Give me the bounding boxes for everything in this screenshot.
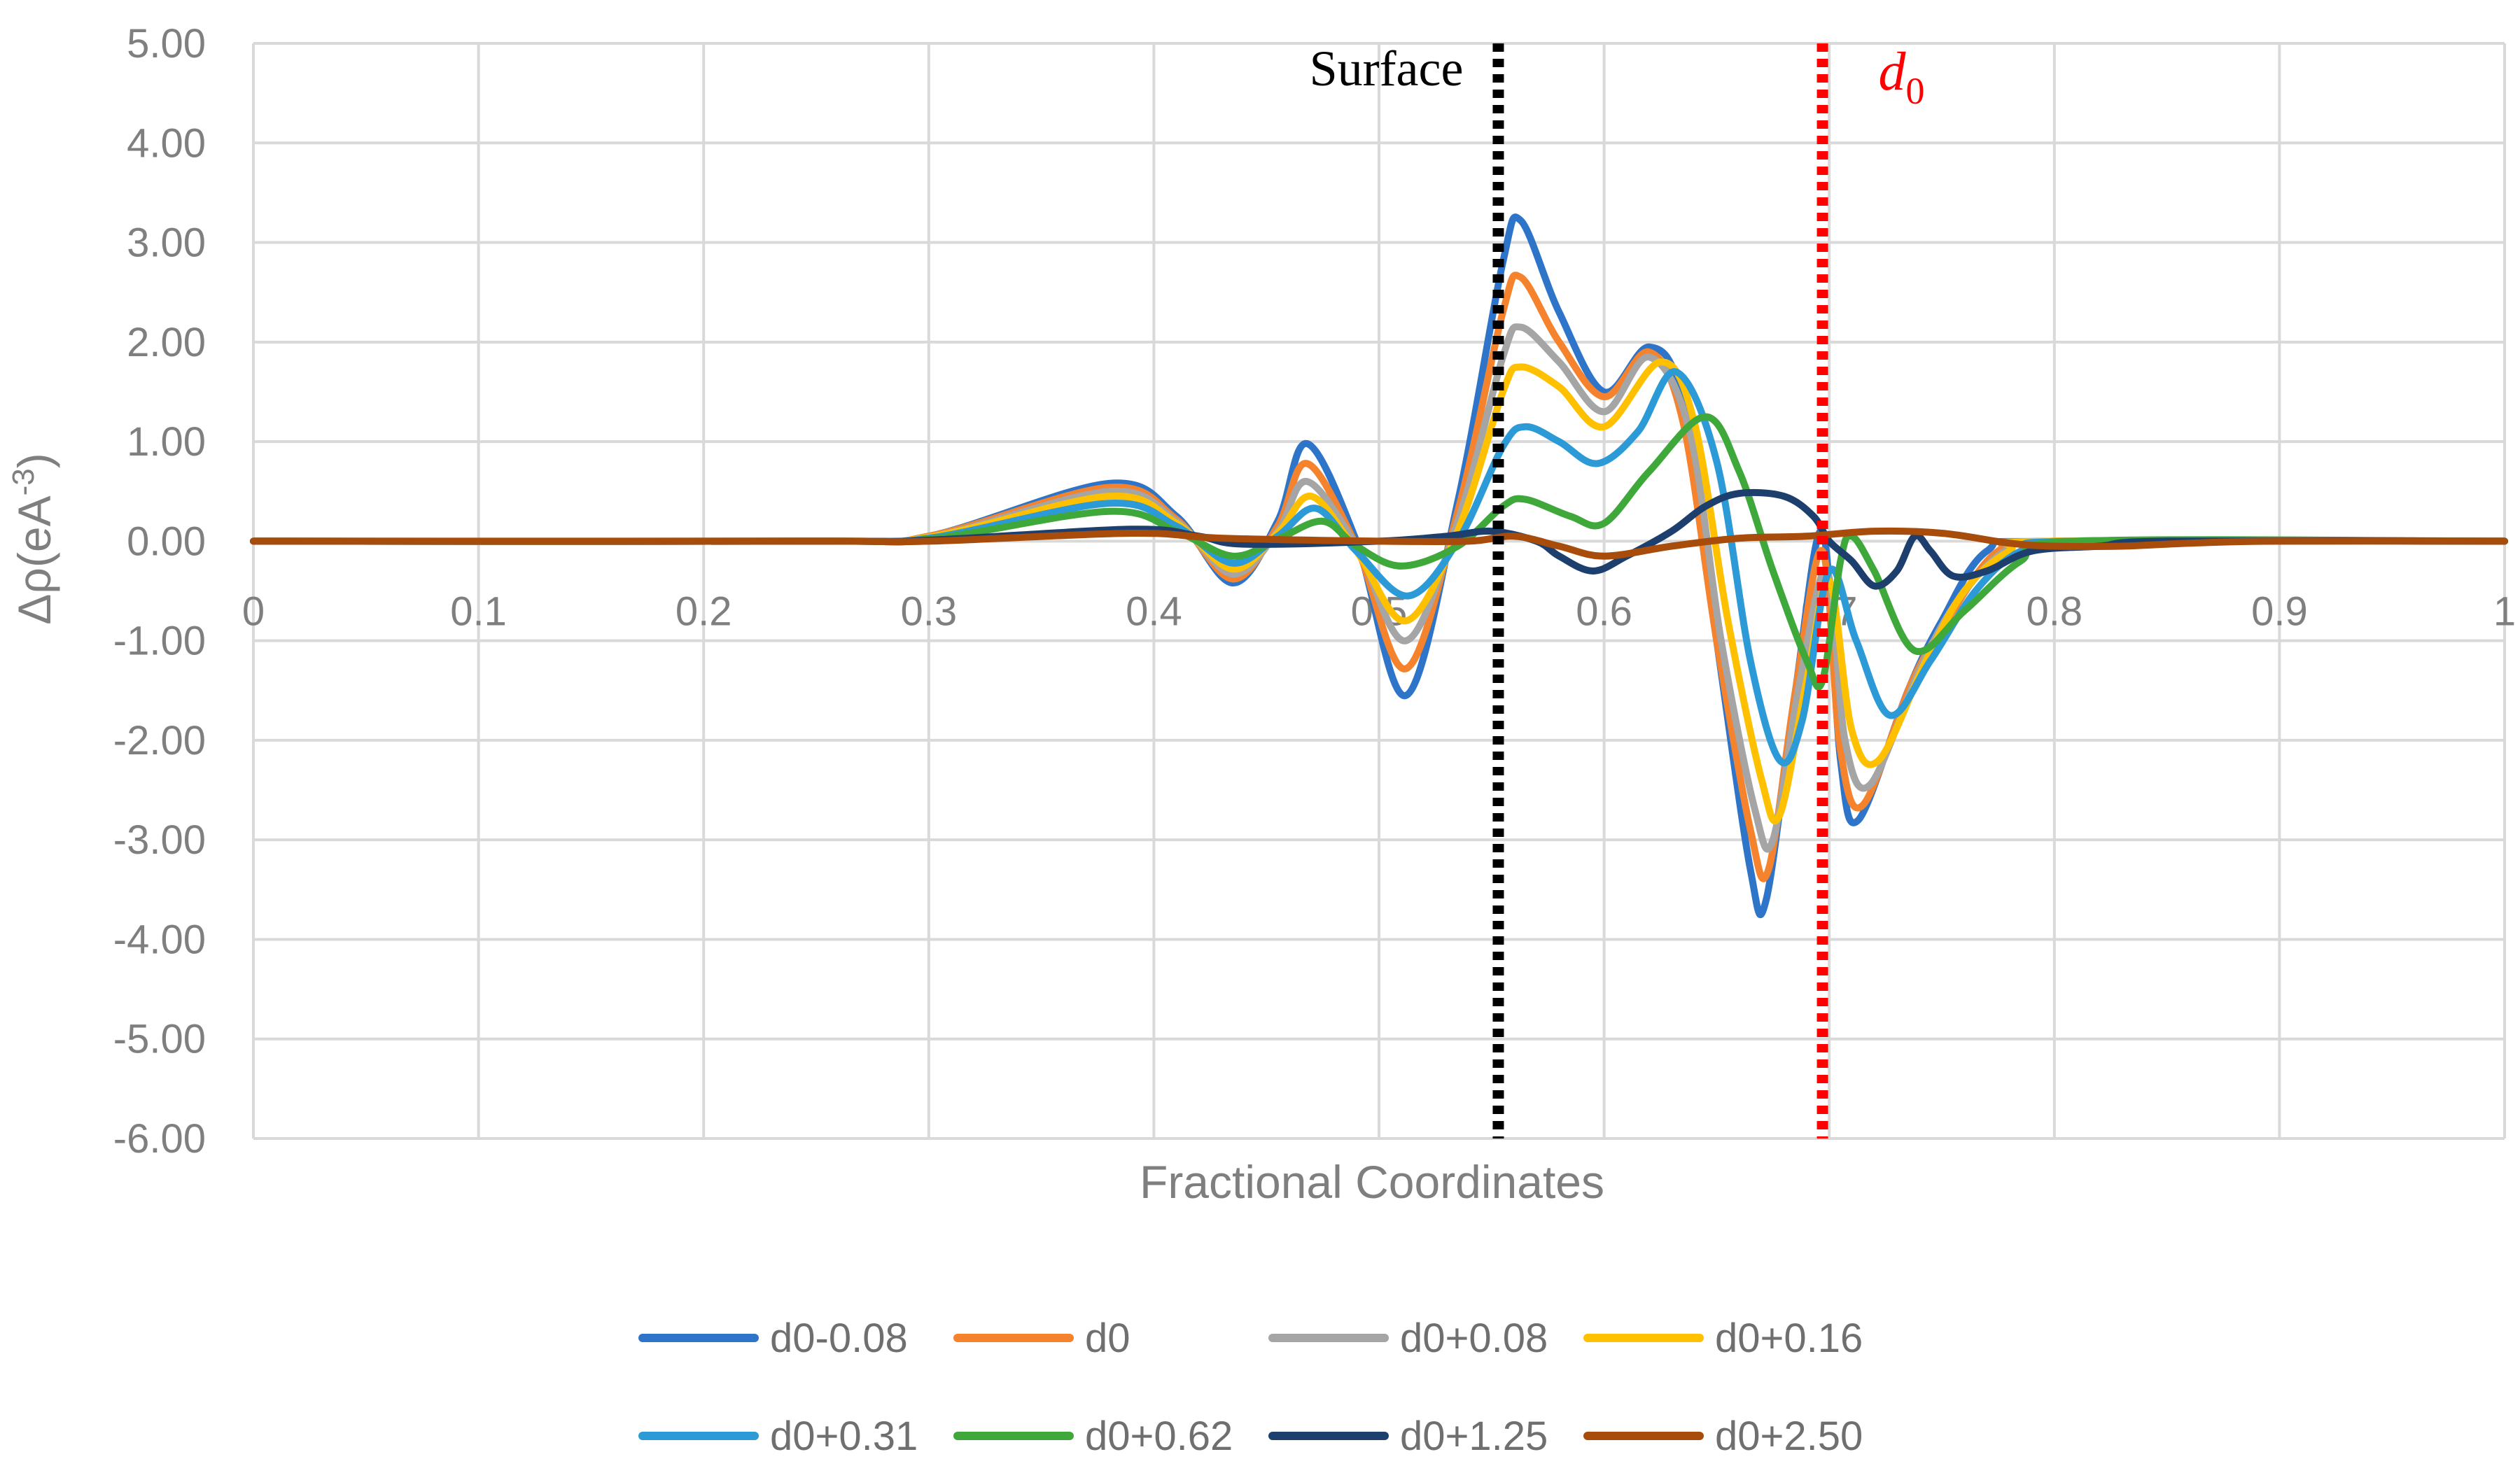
x-axis-title: Fractional Coordinates <box>1140 1156 1604 1208</box>
legend-label-d0+0.62: d0+0.62 <box>1085 1414 1233 1459</box>
legend-label-d0+2.50: d0+2.50 <box>1715 1414 1863 1459</box>
y-tick-label-4: 1.00 <box>127 419 206 465</box>
annotations: Surface d0 <box>1310 41 1925 1139</box>
annotation-label-d0-main: d <box>1879 41 1907 101</box>
y-tick-label-11: -6.00 <box>113 1116 206 1162</box>
legend-label-d0+1.25: d0+1.25 <box>1400 1414 1548 1459</box>
annotation-label-d0: d0 <box>1879 41 1925 112</box>
y-tick-label-7: -2.00 <box>113 718 206 763</box>
legend-label-d0+0.08: d0+0.08 <box>1400 1316 1548 1361</box>
y-tick-label-5: 0.00 <box>127 519 206 564</box>
x-tick-label-6: 0.6 <box>1576 588 1632 634</box>
legend-label-d0: d0 <box>1085 1316 1130 1361</box>
x-tick-label-2: 0.2 <box>676 588 732 634</box>
y-axis-title-close: ) <box>8 453 60 468</box>
annotation-label-surface: Surface <box>1310 41 1464 97</box>
x-tick-label-4: 0.4 <box>1126 588 1182 634</box>
y-tick-label-2: 3.00 <box>127 220 206 266</box>
data-series <box>250 213 2508 919</box>
legend: d0-0.08 d0 d0+0.08 d0+0.16 d0+0.31 d0+0.62 d0+… <box>638 1316 1863 1459</box>
y-tick-label-3: 2.00 <box>127 320 206 365</box>
x-tick-label-1: 0.1 <box>450 588 507 634</box>
y-axis-title-main: Δρ(eA <box>8 495 60 624</box>
x-tick-label-9: 0.9 <box>2251 588 2308 634</box>
x-axis-tick-labels: 0 0.1 0.2 0.3 0.4 0.5 0.6 0.7 0.8 0.9 1 <box>242 588 2516 634</box>
y-axis-title-superscript: -3 <box>6 468 41 495</box>
y-tick-label-9: -4.00 <box>113 917 206 962</box>
y-tick-label-1: 4.00 <box>127 120 206 166</box>
legend-label-d0+0.31: d0+0.31 <box>770 1414 918 1459</box>
x-tick-label-8: 0.8 <box>2026 588 2082 634</box>
y-axis-title: Δρ(eA-3) <box>6 453 60 624</box>
x-tick-label-10: 1 <box>2493 588 2516 634</box>
y-tick-label-10: -5.00 <box>113 1017 206 1062</box>
legend-label-d0-0.08: d0-0.08 <box>770 1316 908 1361</box>
x-tick-label-0: 0 <box>242 588 265 634</box>
series-line-d0+0.31 <box>250 368 2508 767</box>
annotation-label-d0-subscript: 0 <box>1906 70 1925 112</box>
y-tick-label-0: 5.00 <box>127 21 206 66</box>
y-tick-label-8: -3.00 <box>113 817 206 863</box>
y-axis-tick-labels: 5.00 4.00 3.00 2.00 1.00 0.00 -1.00 -2.00 -3.00 -… <box>113 21 206 1162</box>
y-tick-label-6: -1.00 <box>113 619 206 664</box>
x-tick-label-3: 0.3 <box>900 588 957 634</box>
series-line-d0+2.50 <box>250 527 2508 560</box>
legend-label-d0+0.16: d0+0.16 <box>1715 1316 1863 1361</box>
series-line-d0+0.62 <box>250 413 2508 691</box>
